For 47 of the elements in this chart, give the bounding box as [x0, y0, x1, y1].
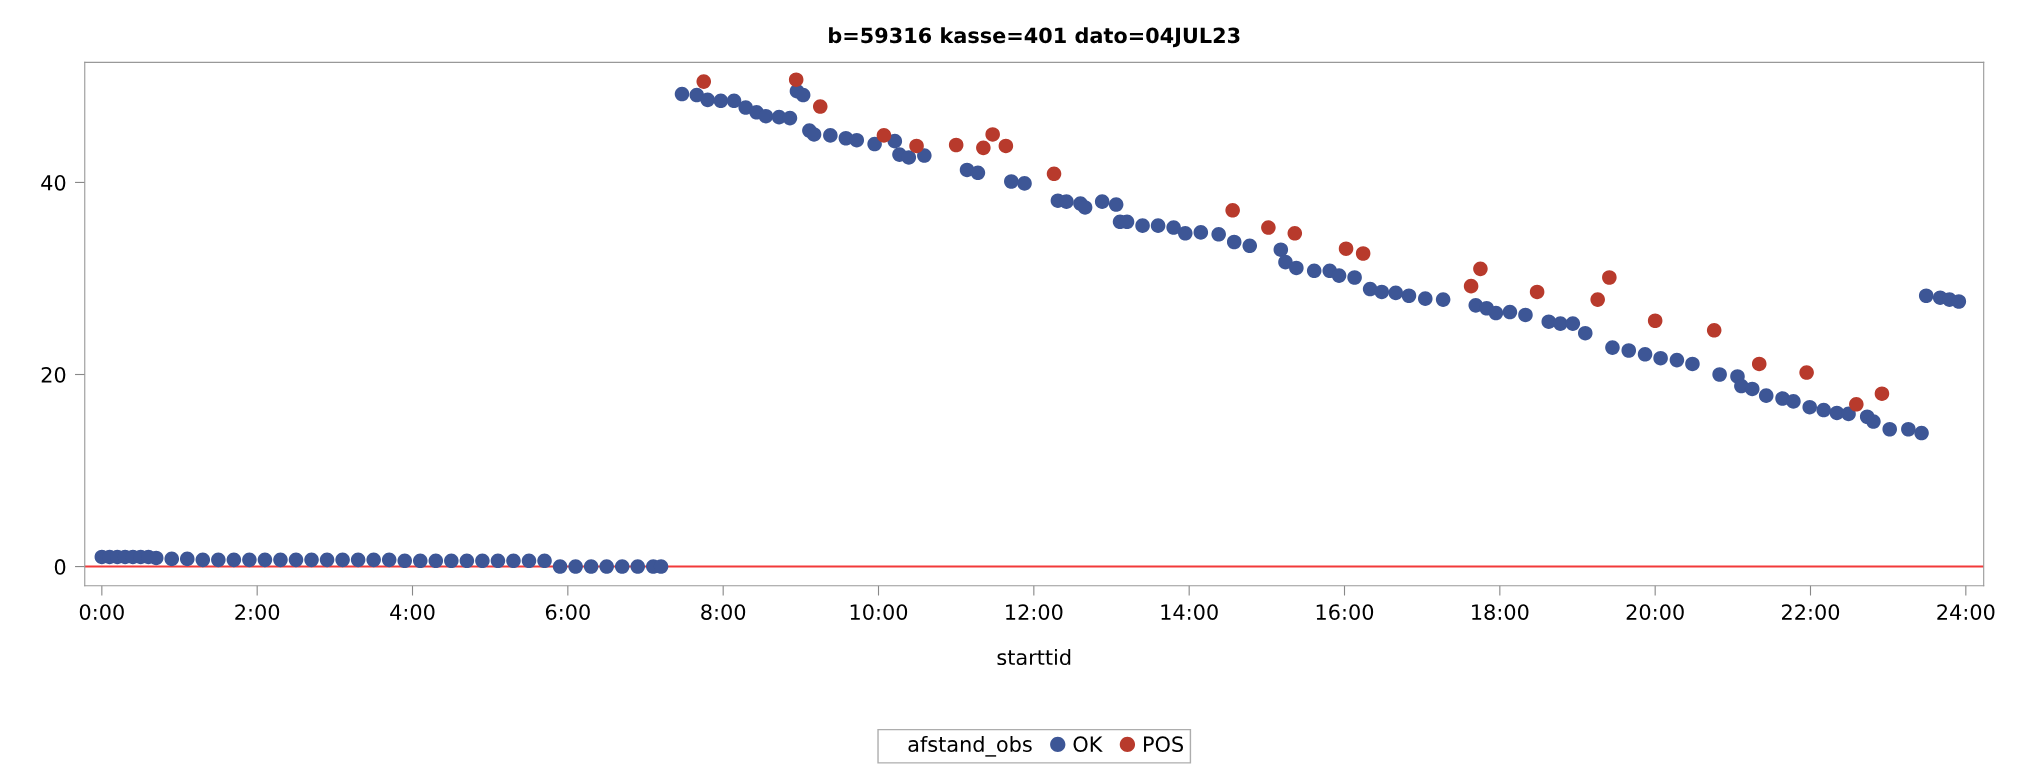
- point: [998, 138, 1014, 154]
- x-tick-label: 4:00: [390, 604, 435, 620]
- point: [1751, 356, 1767, 372]
- x-tick-label: 0:00: [79, 604, 124, 620]
- y-tick-label: 20: [41, 366, 66, 383]
- x-tick-label: 18:00: [1472, 604, 1529, 620]
- point: [1799, 365, 1814, 380]
- point: [788, 72, 804, 87]
- point: [948, 137, 964, 153]
- legend-label: OK: [1073, 736, 1103, 753]
- point: [1602, 270, 1617, 285]
- x-tick-label: 6:00: [545, 604, 590, 620]
- point: [1261, 220, 1276, 235]
- x-tick-label: 24:00: [1937, 604, 1995, 620]
- chart-title: b=59316 kasse=401 dato=04JUL23: [829, 27, 1240, 48]
- point: [1590, 292, 1605, 307]
- y-tick-label: 40: [41, 174, 66, 191]
- point: [1473, 261, 1488, 277]
- point: [1287, 226, 1303, 241]
- y-tick-label: 0: [54, 559, 66, 575]
- point: [1046, 166, 1062, 182]
- point: [1355, 246, 1371, 261]
- x-tick-label: 2:00: [235, 604, 280, 620]
- point: [1706, 323, 1722, 338]
- point: [812, 99, 828, 114]
- x-tick-label: 16:00: [1316, 604, 1374, 620]
- legend-label: POS: [1144, 736, 1184, 753]
- x-tick-label: 12:00: [1006, 604, 1063, 620]
- x-tick-label: 22:00: [1782, 604, 1840, 620]
- x-axis-title: starttid: [997, 649, 1071, 666]
- point: [876, 128, 892, 143]
- point: [1849, 396, 1864, 412]
- point: [1225, 203, 1240, 218]
- point: [1529, 284, 1545, 300]
- x-tick-label: 20:00: [1626, 604, 1684, 620]
- x-tick-label: 14:00: [1161, 604, 1218, 620]
- point: [1338, 241, 1354, 256]
- point: [1463, 278, 1479, 294]
- x-tick-label: 10:00: [850, 604, 908, 620]
- x-tick-label: 8:00: [701, 604, 746, 620]
- point: [1647, 313, 1663, 329]
- point: [985, 127, 1000, 142]
- legend-title: afstand_obs: [908, 735, 1032, 757]
- point: [1874, 386, 1890, 401]
- point: [976, 140, 991, 156]
- point: [909, 138, 924, 154]
- point: [696, 74, 712, 89]
